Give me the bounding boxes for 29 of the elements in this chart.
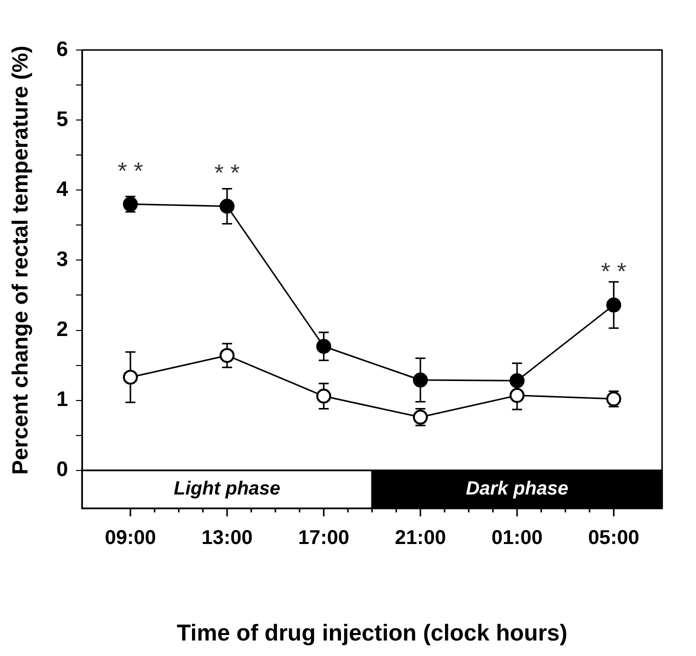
x-tick-label: 21:00 — [394, 526, 446, 549]
text: Dark phase — [466, 478, 569, 500]
point — [606, 298, 622, 313]
point — [220, 198, 235, 214]
annotation: * * — [214, 160, 240, 187]
annotation: * * — [601, 258, 626, 286]
point — [316, 388, 332, 404]
y-tick-label: 1 — [56, 388, 68, 412]
y-tick-label: 0 — [56, 458, 68, 482]
point — [510, 373, 525, 388]
point — [412, 372, 428, 388]
y-tick-label: 5 — [56, 108, 68, 131]
point — [122, 370, 138, 385]
y-tick-label: 2 — [56, 318, 68, 342]
annotation: * * — [118, 158, 144, 185]
x-axis-title: Time of drug injection (clock hours) — [176, 620, 568, 646]
x-tick-label: 09:00 — [104, 526, 156, 549]
point — [220, 348, 235, 363]
x-tick-label: 13:00 — [201, 526, 253, 549]
x-tick-label: 01:00 — [491, 526, 543, 549]
text: Light phase — [174, 478, 281, 500]
point — [316, 338, 332, 354]
x-tick-label: 05:00 — [588, 526, 640, 549]
y-tick-label: 3 — [56, 248, 68, 271]
y-tick-label: 6 — [56, 38, 68, 61]
x-tick-label: 17:00 — [298, 526, 350, 549]
y-axis-title: Percent change of rectal temperature (%) — [7, 46, 32, 475]
y-tick-label: 4 — [56, 178, 68, 201]
point — [510, 388, 525, 403]
